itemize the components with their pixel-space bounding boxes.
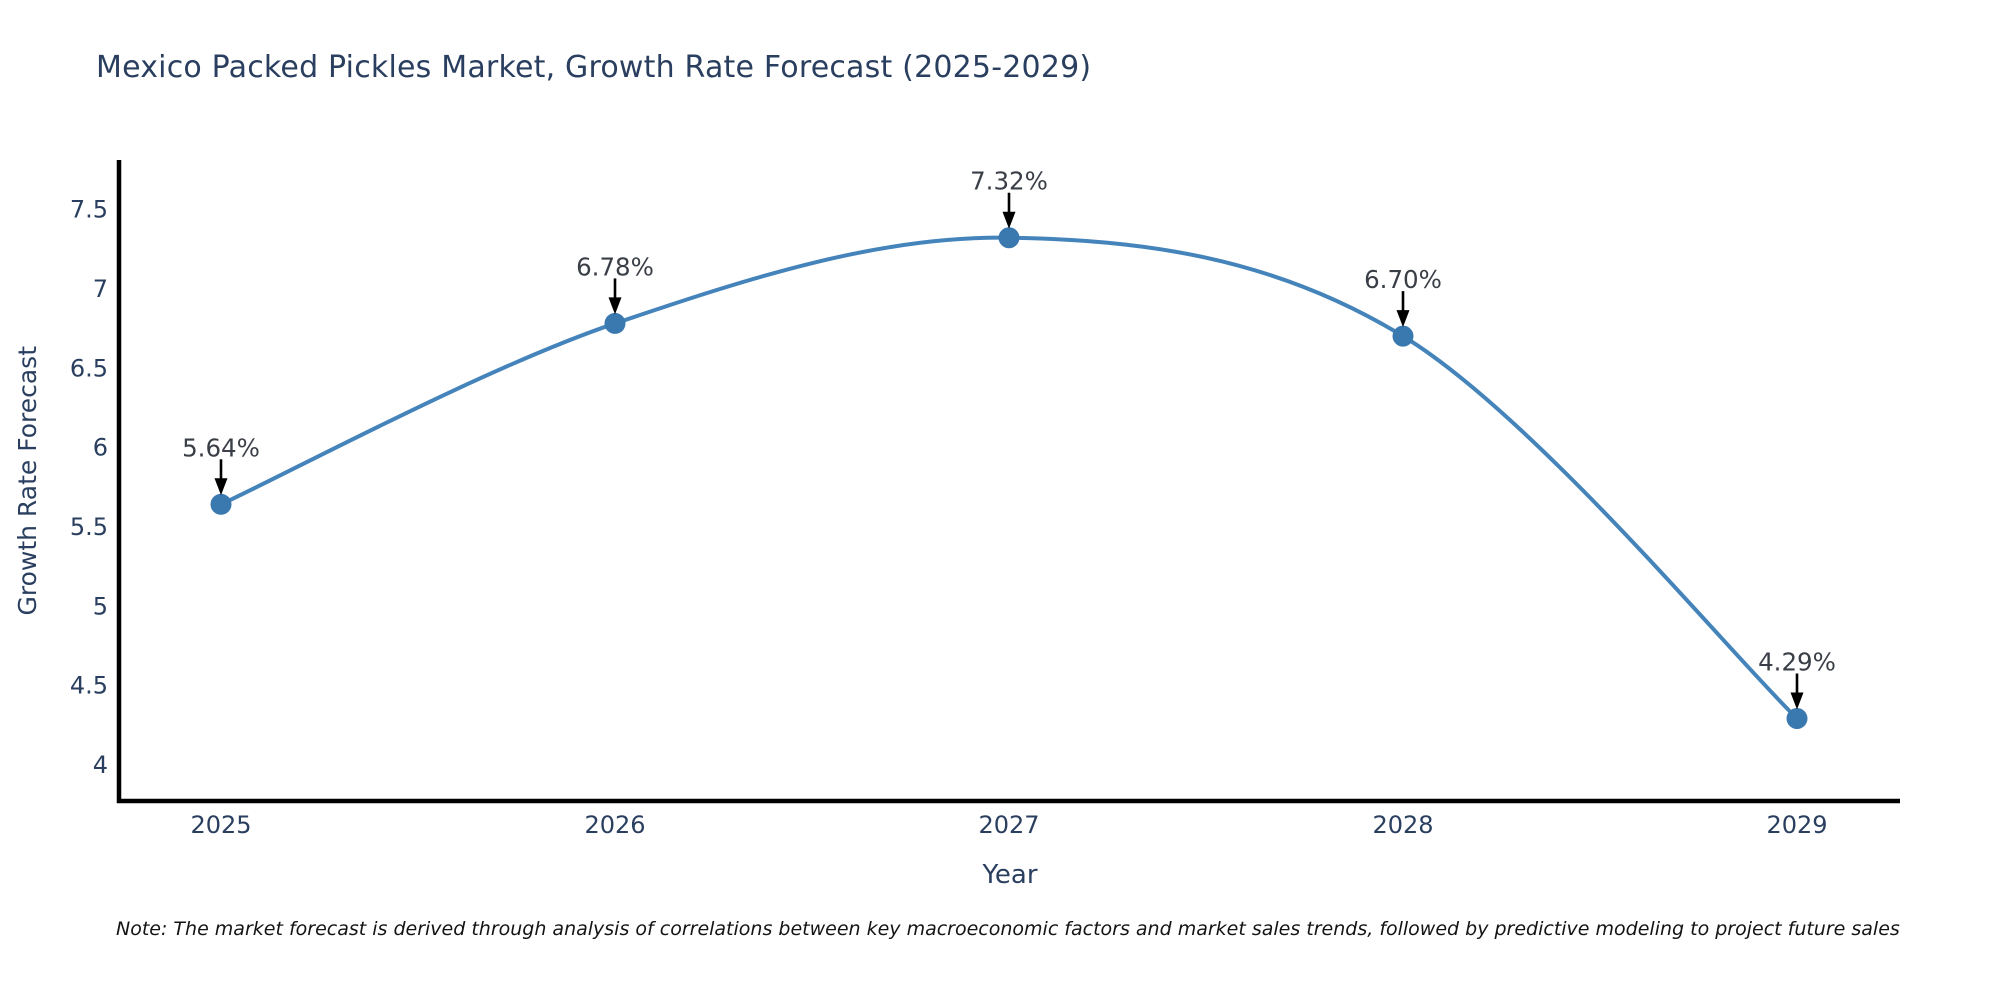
data-point-marker [604, 312, 626, 334]
y-tick-label: 6 [93, 434, 108, 462]
data-point-marker [1786, 707, 1808, 729]
x-tick-label: 2025 [190, 811, 251, 839]
data-point-label: 7.32% [970, 167, 1048, 196]
data-point-label: 5.64% [182, 433, 260, 462]
x-tick-label: 2026 [584, 811, 645, 839]
forecast-curve [219, 235, 1799, 721]
annotation-arrowhead [608, 297, 622, 315]
x-tick-label: 2028 [1372, 811, 1433, 839]
data-point-label: 6.70% [1364, 265, 1442, 294]
annotation-arrowhead [214, 478, 228, 496]
annotation-arrowhead [1396, 310, 1410, 328]
data-point-marker [998, 227, 1020, 249]
y-tick-label: 6.5 [70, 354, 108, 382]
annotation-arrowhead [1002, 211, 1016, 229]
y-tick-label: 5 [93, 592, 108, 620]
y-tick-label: 4.5 [70, 672, 108, 700]
data-point-marker [1392, 325, 1414, 347]
data-point-label: 4.29% [1758, 647, 1836, 676]
annotation-arrowhead [1790, 692, 1804, 710]
x-axis-title: Year [982, 860, 1038, 890]
data-point-marker [210, 493, 232, 515]
axis-spines [116, 160, 1900, 804]
y-tick-label: 5.5 [70, 513, 108, 541]
chart-title: Mexico Packed Pickles Market, Growth Rat… [96, 50, 1092, 85]
y-tick-label: 4 [93, 751, 108, 779]
chart-note: Note: The market forecast is derived thr… [116, 918, 1900, 940]
y-tick-label: 7 [93, 275, 108, 303]
x-tick-label: 2027 [978, 811, 1039, 839]
x-tick-label: 2029 [1766, 811, 1827, 839]
y-tick-label: 7.5 [70, 196, 108, 224]
data-point-label: 6.78% [576, 252, 654, 281]
